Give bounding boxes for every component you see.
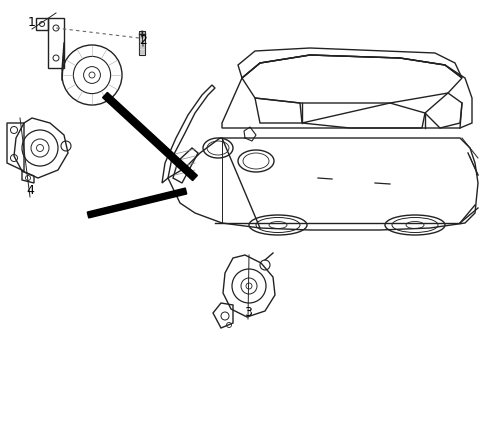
Polygon shape bbox=[87, 188, 187, 218]
Text: 2: 2 bbox=[139, 33, 147, 46]
Polygon shape bbox=[139, 31, 145, 55]
Text: 4: 4 bbox=[26, 184, 34, 197]
Polygon shape bbox=[103, 92, 197, 181]
Text: 3: 3 bbox=[244, 307, 252, 320]
Text: 1: 1 bbox=[28, 16, 36, 29]
